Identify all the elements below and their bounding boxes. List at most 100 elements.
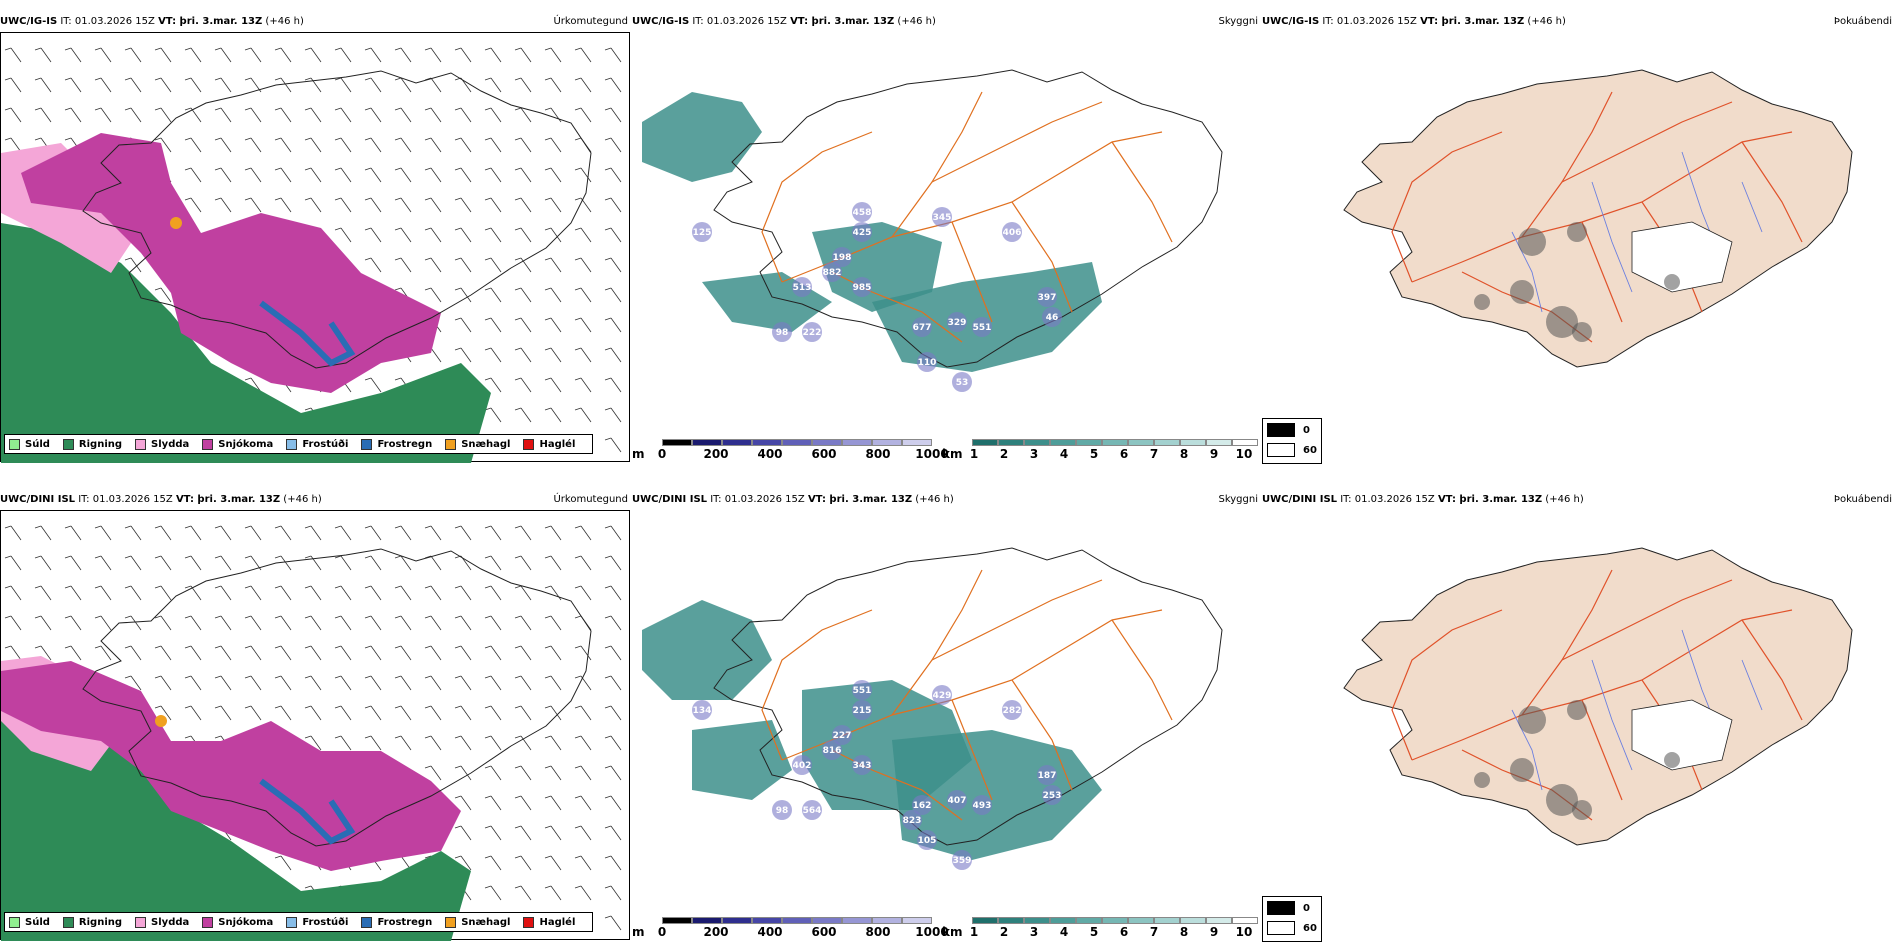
fog-blob <box>1567 222 1587 242</box>
visibility-tick: 6 <box>1119 447 1129 461</box>
height-colorbar-segment <box>692 917 722 924</box>
peak-height-blob <box>692 222 712 242</box>
ptype-legend-swatch <box>361 438 373 450</box>
peak-height-label: 458 <box>853 208 872 218</box>
height-colorbar-segment <box>782 439 812 446</box>
height-colorbar-segment <box>902 439 932 446</box>
height-colorbar-segment <box>812 917 842 924</box>
fog-legend-label: 0 <box>1303 424 1310 436</box>
height-tick: 0 <box>657 447 667 461</box>
model-name: UWC/IG-IS <box>1262 16 1320 27</box>
init-time: IT: 01.03.2026 15Z <box>692 16 787 27</box>
ptype-legend-label: Haglél <box>539 916 576 928</box>
peak-height-blob <box>972 795 992 815</box>
fog-blob <box>1510 280 1534 304</box>
visibility-colorbar-segment <box>1180 917 1206 924</box>
visibility-colorbar-segment <box>1180 439 1206 446</box>
fog-title: Þokuábendi <box>1833 16 1892 27</box>
lead-time: (+46 h) <box>283 494 322 505</box>
peak-height-blob <box>852 202 872 222</box>
precip-map-svg <box>1 525 622 941</box>
ptype-legend-label: Frostregn <box>377 916 433 928</box>
visibility-colorbar-segment <box>1050 917 1076 924</box>
peak-height-label: 187 <box>1038 771 1057 781</box>
ptype-legend-label: Snjókoma <box>218 438 274 450</box>
visibility-tick: 8 <box>1179 925 1189 939</box>
visibility-colorbar-segment <box>1232 439 1258 446</box>
panel-header: UWC/DINI ISL IT: 01.03.2026 15Z VT: þri.… <box>0 494 630 508</box>
panel-header: UWC/IG-IS IT: 01.03.2026 15Z VT: þri. 3.… <box>1262 16 1900 30</box>
ptype-legend-label: Frostúði <box>302 916 349 928</box>
peak-height-blob <box>852 680 872 700</box>
height-colorbar-segment <box>722 917 752 924</box>
peak-height-label: 402 <box>793 761 812 771</box>
visibility-colorbar-segment <box>1024 439 1050 446</box>
peak-height-label: 282 <box>1003 706 1022 716</box>
ptype-legend-item: Snæhagl <box>445 916 511 928</box>
fog-map: 0 60 <box>1262 510 1892 942</box>
coastline <box>713 69 1223 368</box>
valid-time: VT: þri. 3.mar. 13Z <box>1437 494 1543 505</box>
low-visibility-area <box>892 730 1102 860</box>
ptype-legend-swatch <box>9 438 20 450</box>
fog-legend-item: 60 <box>1267 443 1317 457</box>
panel-header: UWC/DINI ISL IT: 01.03.2026 15Z VT: þri.… <box>1262 494 1900 508</box>
visibility-unit: km <box>942 925 963 939</box>
precip-map-svg <box>1 47 622 463</box>
peak-height-label: 329 <box>948 318 967 328</box>
ptype-legend-label: Snjókoma <box>218 916 274 928</box>
visibility-colorbar-segment <box>1076 439 1102 446</box>
visibility-colorbar-segment <box>1102 917 1128 924</box>
peak-height-label: 198 <box>833 253 852 263</box>
fog-legend: 0 60 <box>1262 418 1322 464</box>
height-colorbar-segment <box>752 439 782 446</box>
low-visibility-area <box>692 720 792 800</box>
fog-legend-swatch <box>1267 443 1295 457</box>
height-tick: 1000 <box>915 925 949 939</box>
ptype-legend-swatch <box>286 916 298 928</box>
peak-height-blob <box>932 685 952 705</box>
ptype-legend-item: Súld <box>9 916 50 928</box>
peak-height-blob <box>917 352 937 372</box>
peak-height-label: 222 <box>803 328 822 338</box>
rain-area <box>1 711 471 941</box>
visibility-colorbar-segment <box>1102 439 1128 446</box>
lead-time: (+46 h) <box>1545 494 1584 505</box>
peak-height-label: 53 <box>956 378 969 388</box>
fog-legend-label: 0 <box>1303 902 1310 914</box>
low-visibility-area <box>642 600 772 700</box>
visibility-colorbar-segment <box>1024 917 1050 924</box>
init-time: IT: 01.03.2026 15Z <box>1340 494 1435 505</box>
valid-time: VT: þri. 3.mar. 13Z <box>175 494 281 505</box>
ptype-legend-item: Frostregn <box>361 438 432 450</box>
peak-height-label: 227 <box>833 731 852 741</box>
fog-blob <box>1572 800 1592 820</box>
peak-height-label: 564 <box>803 806 822 816</box>
peak-height-blob <box>972 317 992 337</box>
fog-blob <box>1518 228 1546 256</box>
graupel-area <box>170 217 182 229</box>
ptype-legend-swatch <box>135 916 147 928</box>
panel-header: UWC/IG-IS IT: 01.03.2026 15Z VT: þri. 3.… <box>0 16 630 30</box>
height-colorbar-segment <box>782 917 812 924</box>
peak-height-blob <box>852 755 872 775</box>
glacier <box>1631 699 1733 771</box>
ptype-legend-item: Súld <box>9 438 50 450</box>
fog-map-svg <box>1343 547 1853 846</box>
visibility-tick: 3 <box>1029 447 1039 461</box>
freezing-rain-area <box>259 300 356 367</box>
fog-legend-swatch <box>1267 921 1295 935</box>
visibility-colorbar: km 1 2 3 4 5 6 7 8 9 10 <box>942 917 1258 943</box>
peak-height-blob <box>822 262 842 282</box>
visibility-colorbar-segment <box>972 917 998 924</box>
ptype-legend-label: Snæhagl <box>461 916 511 928</box>
cloud-map: 125 458 345 425 198 406 882 985 513 397 677 329 551 4… <box>632 32 1262 462</box>
height-colorbar-segment <box>662 439 692 446</box>
peak-height-blob <box>792 277 812 297</box>
height-colorbar: m 0 200 400 600 800 1000 <box>632 439 949 465</box>
height-unit: m <box>632 447 645 461</box>
lead-time: (+46 h) <box>915 494 954 505</box>
ptype-legend-item: Snjókoma <box>202 438 274 450</box>
visibility-tick: 1 <box>969 925 979 939</box>
fog-blob <box>1546 784 1578 816</box>
